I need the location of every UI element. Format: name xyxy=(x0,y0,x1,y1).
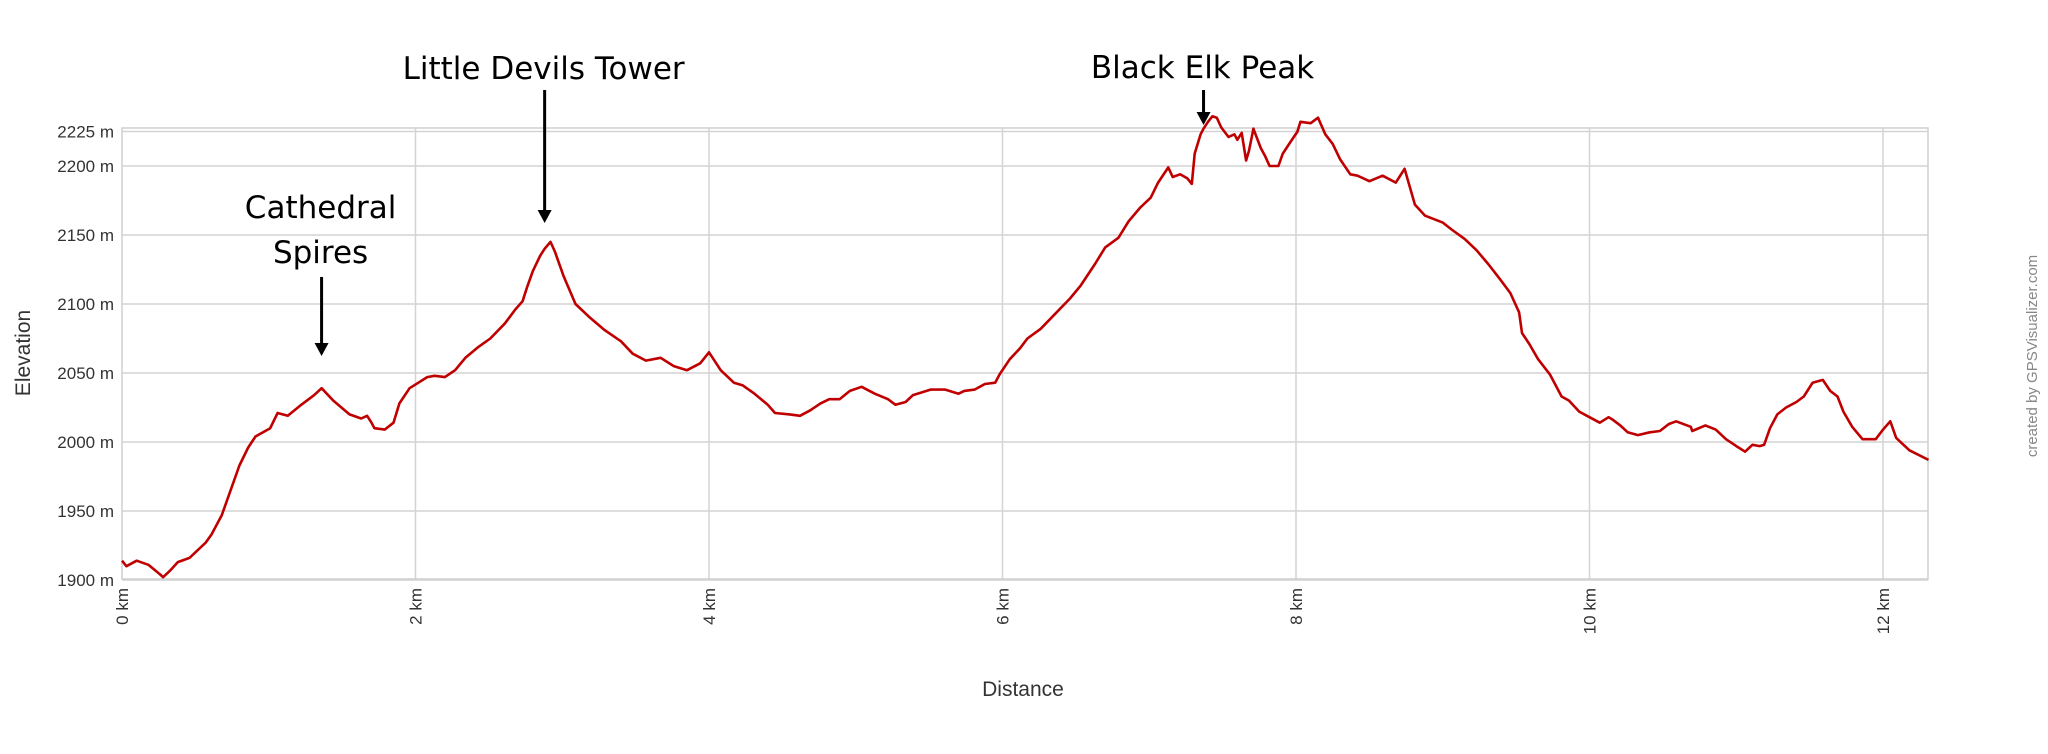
x-tick-label: 0 km xyxy=(113,588,132,625)
y-axis-label: Elevation xyxy=(12,310,35,396)
annotation-label: Little Devils Tower xyxy=(403,51,685,87)
annotation-black-elk-peak: Black Elk Peak xyxy=(1091,50,1314,125)
y-tick-label: 2050 m xyxy=(57,364,114,383)
y-tick-label: 2150 m xyxy=(57,226,114,245)
credit-text: created by GPSVisualizer.com xyxy=(2024,255,2041,457)
x-tick-label: 10 km xyxy=(1581,588,1600,634)
annotation-label: Spires xyxy=(273,235,368,271)
x-tick-label: 8 km xyxy=(1287,588,1306,625)
x-axis-ticks: 0 km 2 km 4 km 6 km 8 km 10 km 12 km xyxy=(113,588,1893,634)
arrowhead-icon xyxy=(1196,112,1211,125)
annotation-cathedral-spires: Cathedral Spires xyxy=(245,190,397,356)
arrowhead-icon xyxy=(537,210,552,223)
y-tick-label: 2100 m xyxy=(57,295,114,314)
x-tick-label: 2 km xyxy=(407,588,426,625)
y-tick-label: 2225 m xyxy=(57,123,114,142)
x-tick-label: 12 km xyxy=(1874,588,1893,634)
annotation-label: Cathedral xyxy=(245,190,397,226)
arrowhead-icon xyxy=(314,343,329,356)
grid-lines xyxy=(122,128,1928,581)
y-tick-label: 2000 m xyxy=(57,433,114,452)
x-axis-label: Distance xyxy=(982,678,1064,701)
y-axis-ticks: 1900 m 1950 m 2000 m 2050 m 2100 m 2150 m 2200… xyxy=(57,123,114,591)
x-tick-label: 4 km xyxy=(700,588,719,625)
elevation-line xyxy=(120,115,1930,579)
annotation-label: Black Elk Peak xyxy=(1091,50,1314,86)
y-tick-label: 2200 m xyxy=(57,157,114,176)
x-tick-label: 6 km xyxy=(994,588,1013,625)
y-tick-label: 1950 m xyxy=(57,502,114,521)
annotation-little-devils-tower: Little Devils Tower xyxy=(403,51,685,223)
plot-frame xyxy=(121,127,1929,580)
y-tick-label: 1900 m xyxy=(57,571,114,590)
peak-annotations: Cathedral Spires Little Devils Tower Black … xyxy=(245,50,1314,356)
